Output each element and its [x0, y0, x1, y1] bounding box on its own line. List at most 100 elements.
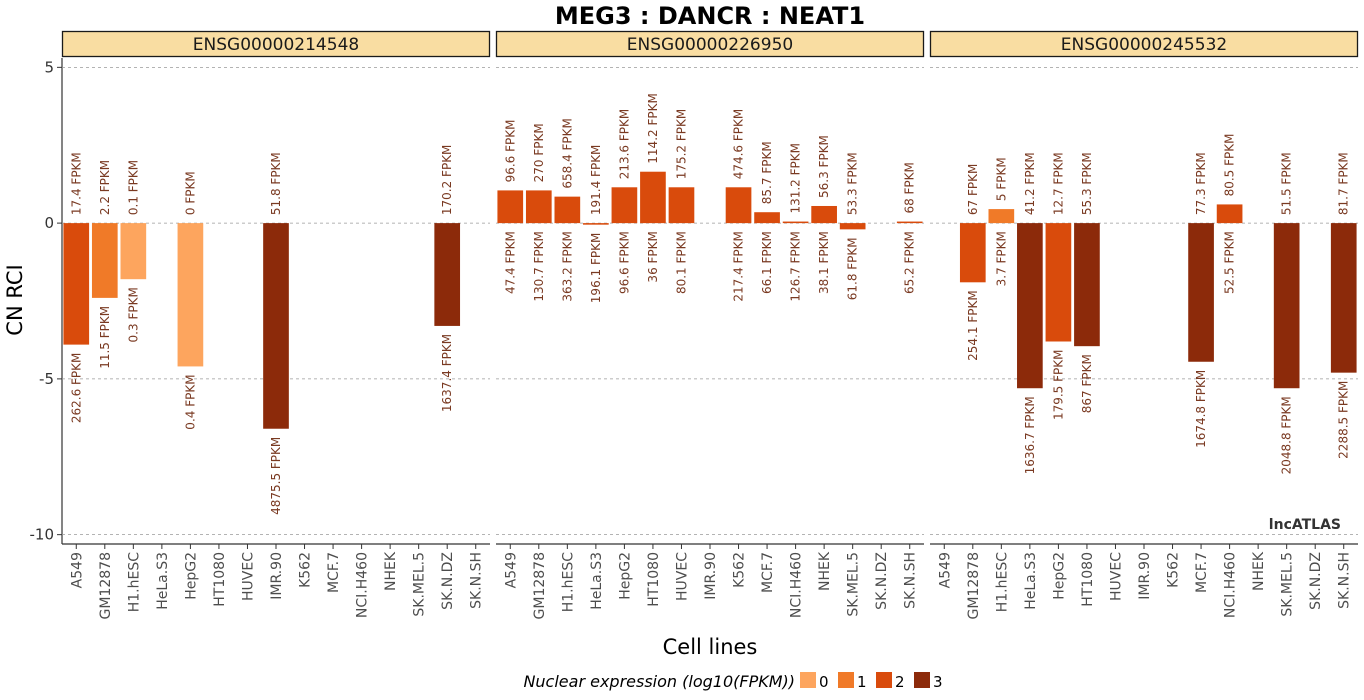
bar: [1330, 223, 1357, 373]
x-tick-label: H1.hESC: [994, 552, 1010, 612]
bar: [1216, 204, 1243, 224]
bar-label-nucleus: 262.6 FPKM: [69, 353, 83, 424]
bar: [63, 223, 90, 345]
bar-label-cytoplasm: 56.3 FPKM: [817, 135, 831, 198]
x-tick-label: HepG2: [1051, 552, 1067, 600]
bar-label-cytoplasm: 0 FPKM: [183, 171, 197, 215]
legend-label: 1: [857, 673, 867, 691]
facet-strip-label: ENSG00000214548: [193, 35, 359, 55]
x-tick-label: SK.MEL.5: [846, 552, 862, 617]
bar-label-nucleus: 130.7 FPKM: [532, 231, 546, 302]
bar-label-cytoplasm: 131.2 FPKM: [789, 143, 803, 214]
bar-label-nucleus: 47.4 FPKM: [503, 231, 517, 294]
bar-label-nucleus: 1674.8 FPKM: [1194, 370, 1208, 448]
bar: [959, 223, 986, 283]
legend-label: 3: [933, 673, 943, 691]
bar: [725, 187, 752, 224]
x-tick-label: H1.hESC: [560, 552, 576, 612]
bar-label-cytoplasm: 51.5 FPKM: [1280, 152, 1294, 215]
legend-items: 0 1 2 3: [800, 672, 943, 691]
x-tick-label: K562: [732, 552, 748, 588]
bar-label-nucleus: 126.7 FPKM: [789, 231, 803, 302]
legend: Nuclear expression (log10(FPKM)) 0 1 2 3: [523, 672, 943, 691]
bar-label-cytoplasm: 85.7 FPKM: [760, 141, 774, 204]
bar-label-cytoplasm: 270 FPKM: [532, 123, 546, 182]
bar-label-cytoplasm: 12.7 FPKM: [1051, 152, 1065, 215]
x-tick-label: HeLa.S3: [589, 552, 605, 610]
x-tick-label: NCI.H460: [789, 552, 805, 618]
x-tick-label: IMR.90: [269, 552, 285, 600]
bar-label-nucleus: 1636.7 FPKM: [1023, 396, 1037, 474]
x-tick-label: NCI.H460: [355, 552, 371, 618]
bar: [263, 223, 289, 429]
x-tick-label: HepG2: [183, 552, 199, 600]
bar-label-cytoplasm: 658.4 FPKM: [560, 118, 574, 189]
x-tick-label: SK.N.DZ: [874, 552, 890, 610]
bar-label-nucleus: 0.3 FPKM: [126, 287, 140, 342]
bar-label-nucleus: 36 FPKM: [646, 231, 660, 282]
y-tick-label: 5: [44, 58, 54, 76]
bar-label-nucleus: 217.4 FPKM: [732, 231, 746, 302]
y-tick-label: 0: [44, 214, 54, 232]
x-tick-label: GM12878: [532, 552, 548, 619]
facet-strip-label: ENSG00000245532: [1061, 35, 1227, 55]
bar: [177, 223, 204, 367]
bar: [839, 223, 866, 230]
x-tick-label: HeLa.S3: [1023, 552, 1039, 610]
bar-label-cytoplasm: 0.1 FPKM: [126, 160, 140, 215]
x-tick-label: SK.MEL.5: [412, 552, 428, 617]
legend-swatch: [876, 672, 892, 688]
bar-label-nucleus: 61.8 FPKM: [846, 237, 860, 300]
legend-label: 0: [819, 673, 829, 691]
legend-swatch: [914, 672, 930, 688]
bar: [611, 187, 638, 224]
x-axis-title: Cell lines: [663, 635, 758, 659]
bar: [1188, 223, 1214, 362]
bar: [120, 223, 147, 280]
chart-title: MEG3 : DANCR : NEAT1: [555, 2, 865, 30]
facet-strip: [495, 30, 925, 58]
x-tick-label: IMR.90: [1137, 552, 1153, 600]
bar: [1273, 223, 1300, 389]
bar-label-cytoplasm: 81.7 FPKM: [1337, 152, 1351, 215]
bar-label-cytoplasm: 17.4 FPKM: [69, 152, 83, 215]
facet-strip-label: ENSG00000226950: [627, 35, 793, 55]
facet-strip: [929, 30, 1359, 58]
x-tick-label: SK.N.SH: [1337, 552, 1353, 609]
bar: [583, 223, 609, 225]
x-tick-label: NHEK: [1251, 551, 1267, 591]
x-tick-label: NHEK: [383, 551, 399, 591]
bar-label-nucleus: 2048.8 FPKM: [1280, 396, 1294, 474]
facet-panel: ENSG00000214548 A549 GM12878 H1.hESC HeLa.S3…: [61, 30, 491, 619]
bar-label-cytoplasm: 474.6 FPKM: [732, 109, 746, 180]
bar-label-nucleus: 2288.5 FPKM: [1337, 381, 1351, 459]
x-tick-label: SK.N.SH: [903, 552, 919, 609]
y-axis: 5 0 -5 -10: [30, 58, 63, 544]
bar-label-cytoplasm: 191.4 FPKM: [589, 145, 603, 216]
bar: [554, 196, 581, 224]
bar: [91, 223, 118, 298]
bar-label-cytoplasm: 170.2 FPKM: [440, 145, 454, 216]
legend-swatch: [800, 672, 816, 688]
x-tick-label: SK.MEL.5: [1280, 552, 1296, 617]
bar-label-nucleus: 38.1 FPKM: [817, 231, 831, 294]
facet-panel: ENSG00000226950 A549 GM12878 H1.hESC HeLa.S3…: [495, 30, 925, 619]
facet-strip: [61, 30, 491, 58]
bar: [497, 190, 524, 224]
bar: [434, 223, 461, 326]
x-tick-label: HT1080: [212, 552, 228, 607]
x-tick-label: HepG2: [617, 552, 633, 600]
bar: [640, 171, 666, 224]
x-tick-label: SK.N.SH: [469, 552, 485, 609]
x-tick-label: HT1080: [1080, 552, 1096, 607]
x-tick-label: MCF.7: [760, 552, 776, 593]
facet-panel: ENSG00000245532 A549 GM12878 H1.hESC HeLa.S3…: [929, 30, 1359, 619]
bar: [1074, 223, 1100, 347]
bar-label-cytoplasm: 51.8 FPKM: [269, 152, 283, 215]
bar-label-nucleus: 196.1 FPKM: [589, 233, 603, 304]
facet-panels: ENSG00000214548 A549 GM12878 H1.hESC HeLa.S3…: [61, 30, 1359, 619]
y-tick-label: -5: [39, 370, 54, 388]
x-tick-label: GM12878: [98, 552, 114, 619]
bar: [811, 205, 837, 224]
